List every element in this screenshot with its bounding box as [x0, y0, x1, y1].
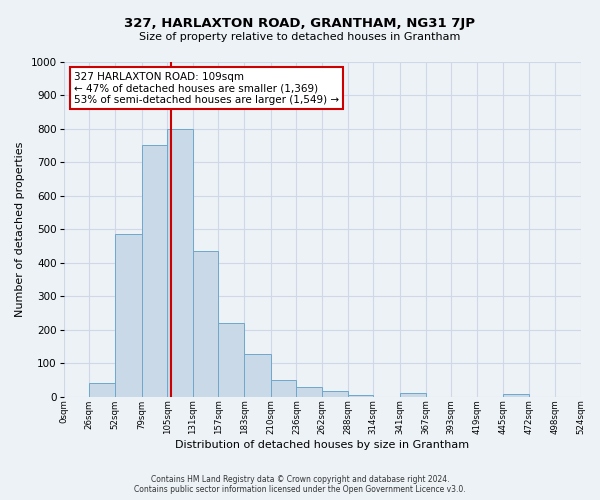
Bar [218, 323, 244, 397]
Bar [296, 386, 322, 397]
Bar [142, 146, 167, 397]
Text: Size of property relative to detached houses in Grantham: Size of property relative to detached ho… [139, 32, 461, 42]
X-axis label: Distribution of detached houses by size in Grantham: Distribution of detached houses by size … [175, 440, 469, 450]
Bar [271, 380, 296, 397]
Y-axis label: Number of detached properties: Number of detached properties [15, 142, 25, 317]
Bar [193, 251, 218, 397]
Text: 327 HARLAXTON ROAD: 109sqm
← 47% of detached houses are smaller (1,369)
53% of s: 327 HARLAXTON ROAD: 109sqm ← 47% of deta… [74, 72, 339, 105]
Bar [322, 391, 348, 397]
Bar [167, 128, 193, 397]
Bar [244, 354, 271, 397]
Bar [348, 395, 373, 397]
Text: 327, HARLAXTON ROAD, GRANTHAM, NG31 7JP: 327, HARLAXTON ROAD, GRANTHAM, NG31 7JP [125, 18, 476, 30]
Bar [503, 394, 529, 397]
Text: Contains HM Land Registry data © Crown copyright and database right 2024.
Contai: Contains HM Land Registry data © Crown c… [134, 474, 466, 494]
Bar [115, 234, 142, 397]
Bar [89, 382, 115, 397]
Bar [400, 394, 425, 397]
